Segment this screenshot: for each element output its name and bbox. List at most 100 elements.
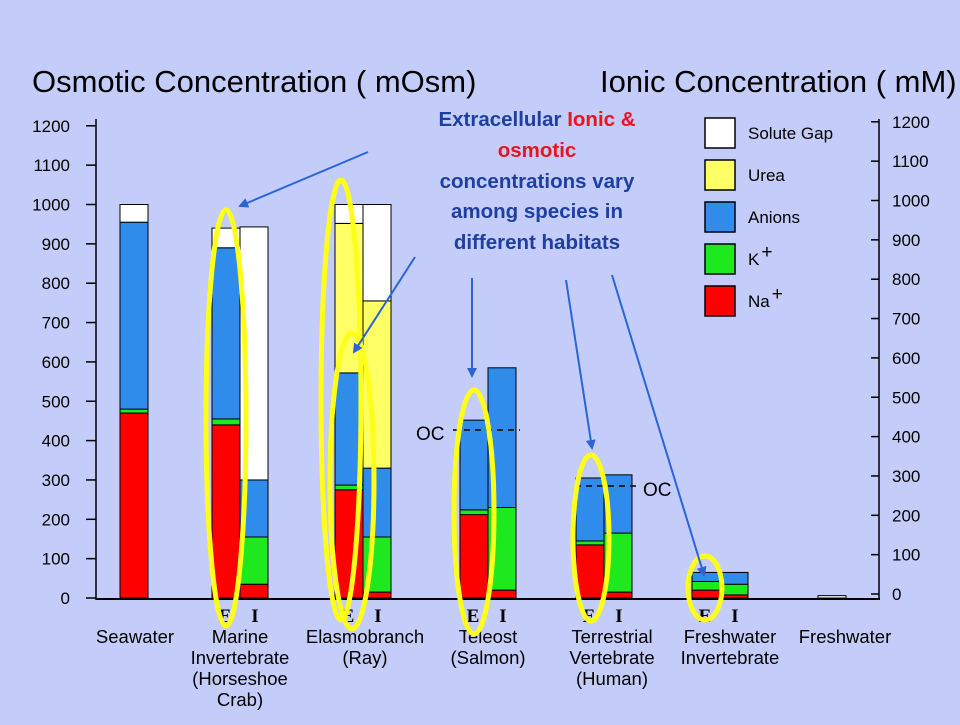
right-tick-label: 200: [892, 506, 920, 525]
bar-segment-anions: [575, 477, 605, 542]
legend-label: Anions: [748, 208, 800, 227]
right-tick-label: 900: [892, 231, 920, 250]
right-tick-label: 500: [892, 388, 920, 407]
category-label: Invertebrate: [681, 647, 780, 668]
left-tick-label: 200: [42, 510, 70, 529]
category-label: Freshwater: [684, 626, 777, 647]
bar-segment-naplus: [119, 412, 149, 599]
category-label: Vertebrate: [569, 647, 654, 668]
highlight-ovals: [203, 177, 725, 637]
left-tick-label: 1200: [32, 117, 70, 136]
left-tick-label: 300: [42, 471, 70, 490]
annotation-text: Extracellular Ionic & osmotic concentratio…: [438, 108, 635, 254]
bar-segment-anions: [487, 367, 517, 508]
legend: Solute Gap Urea Anions K + Na +: [704, 117, 833, 317]
highlight-oval: [570, 452, 612, 624]
left-tick-label: 1100: [33, 156, 70, 175]
bar-segment-kplus: [459, 509, 489, 516]
bar-segment-kplus: [691, 580, 721, 591]
bar-segment-solute-gap: [362, 204, 392, 302]
legend-swatch: [704, 201, 736, 233]
bar-segment-naplus: [575, 544, 605, 599]
highlight-oval: [203, 207, 249, 629]
legend-swatch: [704, 159, 736, 191]
category-label: Crab): [217, 689, 263, 710]
right-tick-label: 1100: [892, 152, 929, 171]
category-label: Invertebrate: [191, 647, 290, 668]
legend-swatch: [704, 117, 736, 149]
bar-segment-naplus: [239, 583, 269, 599]
right-tick-label: 600: [892, 349, 920, 368]
bar-segment-naplus: [603, 591, 633, 599]
bar-segment-kplus: [211, 418, 241, 426]
oc-label: OC: [416, 424, 445, 445]
right-tick-label: 400: [892, 428, 920, 447]
category-label: Elasmobranch: [306, 626, 424, 647]
left-tick-label: 500: [42, 392, 70, 411]
highlight-oval: [685, 553, 725, 623]
right-tick-label: 1200: [892, 113, 930, 132]
bar-segment-solute-gap: [119, 204, 149, 223]
category-label: Freshwater: [799, 626, 892, 647]
category-label: (Human): [576, 668, 648, 689]
category-label: Terrestrial: [571, 626, 652, 647]
left-tick-label: 800: [42, 274, 70, 293]
right-tick-label: 100: [892, 546, 920, 565]
annotation-arrow: [565, 279, 596, 450]
left-tick-label: 1000: [32, 196, 70, 215]
left-tick-label: 400: [42, 432, 70, 451]
left-tick-label: 600: [42, 353, 70, 372]
annotation-arrow: [611, 274, 707, 577]
right-tick-label: 300: [892, 467, 920, 486]
bar-segment-kplus: [119, 408, 149, 414]
annotation-arrow: [352, 256, 416, 354]
i-label: I: [615, 606, 622, 627]
right-tick-label: 700: [892, 310, 920, 329]
left-axis-title: Osmotic Concentration ( mOsm): [32, 64, 476, 99]
bar-segment-solute-gap: [817, 595, 847, 599]
right-tick-label: 0: [892, 585, 901, 604]
legend-label: K +: [748, 242, 772, 269]
category-label: Marine: [212, 626, 269, 647]
category-label: Seawater: [96, 626, 174, 647]
annotation-arrow: [238, 151, 369, 208]
bar-segment-anions: [211, 247, 241, 420]
bar-segment-anions: [119, 221, 149, 410]
highlight-oval: [451, 387, 497, 637]
legend-label: Na +: [748, 284, 783, 311]
legend-swatch: [704, 243, 736, 275]
bar-segment-anions: [459, 419, 489, 511]
bar-segment-naplus: [487, 589, 517, 599]
left-tick-label: 900: [42, 235, 70, 254]
right-tick-label: 1000: [892, 192, 930, 211]
annotation-arrows: [238, 151, 707, 577]
right-axis-title: Ionic Concentration ( mM): [600, 64, 957, 99]
legend-swatch: [704, 285, 736, 317]
bar-segment-naplus: [691, 589, 721, 599]
left-tick-label: 0: [61, 589, 70, 608]
i-label: I: [374, 606, 381, 627]
bar-segment-anions: [691, 571, 721, 582]
category-label: (Salmon): [450, 647, 525, 668]
highlight-oval: [327, 330, 377, 632]
category-label: Teleost: [459, 626, 518, 647]
right-tick-label: 800: [892, 270, 920, 289]
highlight-oval: [318, 177, 364, 623]
category-label: (Horseshoe: [192, 668, 288, 689]
legend-label: Solute Gap: [748, 124, 833, 143]
bar-segment-naplus: [211, 424, 241, 599]
category-label: (Ray): [342, 647, 387, 668]
left-tick-label: 100: [42, 550, 70, 569]
left-tick-label: 700: [42, 314, 70, 333]
i-label: I: [731, 606, 738, 627]
e-label: E: [467, 606, 480, 627]
i-label: I: [499, 606, 506, 627]
legend-label: Urea: [748, 166, 785, 185]
axes: 0100200300400500600700800900100011001200…: [32, 113, 930, 608]
i-label: I: [251, 606, 258, 627]
oc-label: OC: [643, 480, 672, 501]
bar-segment-anions: [362, 467, 392, 538]
